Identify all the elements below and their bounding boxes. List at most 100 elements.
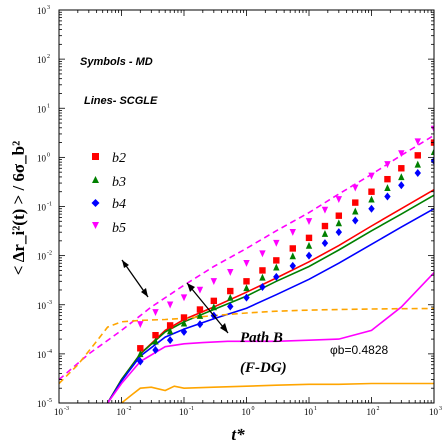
md-point-b2 <box>384 175 391 183</box>
md-point-b4 <box>321 239 329 248</box>
md-point-b4 <box>335 228 343 237</box>
md-point-b5 <box>259 250 266 258</box>
annotation-lines: Lines- SCGLE <box>84 95 158 107</box>
md-point-b2 <box>196 306 204 313</box>
md-point-b3 <box>321 229 329 237</box>
md-point-b2 <box>166 322 174 329</box>
y-tick-label-exponent: 3 <box>47 5 50 11</box>
y-tick-label-exponent: -5 <box>47 398 52 404</box>
x-tick-label: 10 <box>304 407 314 417</box>
md-point-b2 <box>259 267 266 274</box>
md-point-b2 <box>414 152 421 159</box>
md-point-b4 <box>227 302 234 311</box>
legend-label-b4: b4 <box>112 197 126 212</box>
md-point-b4 <box>414 169 421 178</box>
md-point-b3 <box>243 284 250 292</box>
y-axis-title: < Δr_i²(t) > / 6σ_b² <box>9 141 28 275</box>
y-tick-label: 10 <box>37 104 47 114</box>
md-point-b4 <box>243 293 250 302</box>
x-tick-label: 10 <box>179 407 189 417</box>
md-point-b5 <box>180 294 188 302</box>
x-tick-label-exponent: -1 <box>189 406 194 412</box>
annotation-phi: φb=0.4828 <box>330 343 388 357</box>
x-tick-label-exponent: 1 <box>314 406 317 412</box>
scgle-line-b5 <box>106 272 434 403</box>
md-point-b2 <box>152 331 159 339</box>
md-point-b4 <box>368 204 375 213</box>
md-point-b3 <box>335 219 343 227</box>
md-point-b3 <box>289 252 296 260</box>
scgle-line-orange-solid <box>121 382 434 403</box>
annotation-symbols: Symbols - MD <box>80 56 153 68</box>
md-point-b3 <box>210 303 218 311</box>
legend-label-b5: b5 <box>112 221 126 236</box>
md-point-b2 <box>305 234 313 242</box>
md-point-b2 <box>227 287 234 295</box>
md-point-b4 <box>180 327 188 336</box>
md-point-b5 <box>321 206 329 214</box>
annotation-arrows <box>121 259 229 334</box>
md-point-b3 <box>305 241 313 249</box>
md-point-b3 <box>227 293 234 301</box>
md-point-b4 <box>152 345 159 354</box>
md-point-b3 <box>430 148 434 155</box>
x-tick-label: 10 <box>117 407 127 417</box>
md-point-b5 <box>398 150 405 158</box>
md-point-b5 <box>152 309 159 317</box>
md-point-b5 <box>166 301 174 309</box>
md-point-b2 <box>243 278 250 285</box>
md-point-b2 <box>180 314 188 321</box>
md-point-b5 <box>384 161 391 169</box>
legend-label-b3: b3 <box>112 175 126 190</box>
y-tick-label-exponent: -3 <box>47 300 52 306</box>
md-point-b3 <box>414 160 421 168</box>
md-point-b5 <box>352 184 359 192</box>
md-point-b3 <box>196 311 204 319</box>
arrow-head-2 <box>220 323 228 333</box>
md-point-b2 <box>368 188 375 195</box>
md-point-b2 <box>273 257 280 264</box>
axis-tick-labels: 10 -3 10 -2 10 -1 10 0 10 1 10 2 10 310 -510 -410 -310 -2… <box>37 5 442 417</box>
md-point-b3 <box>180 319 188 327</box>
md-point-b3 <box>352 207 359 215</box>
md-point-b3 <box>384 184 391 192</box>
y-tick-label: 10 <box>37 6 47 16</box>
y-tick-label-exponent: -2 <box>47 251 52 257</box>
y-tick-label: 10 <box>37 301 47 311</box>
md-point-b5 <box>196 286 204 294</box>
legend: b2 b3 b4 b5 <box>91 151 126 236</box>
x-tick-label-exponent: 2 <box>377 406 380 412</box>
md-point-b2 <box>210 297 218 305</box>
md-point-b5 <box>335 196 343 204</box>
md-point-b5 <box>414 138 421 146</box>
x-tick-label-exponent: 3 <box>439 406 442 412</box>
md-point-b3 <box>259 273 266 281</box>
md-point-b5 <box>210 278 218 286</box>
md-point-b5 <box>368 172 375 180</box>
y-tick-label-exponent: 2 <box>47 54 50 60</box>
y-tick-label-exponent: 1 <box>47 103 50 109</box>
axis-ticks <box>58 9 435 404</box>
arrow-head-2b <box>187 283 195 292</box>
md-point-b2 <box>137 345 144 352</box>
legend-marker-b5 <box>92 222 99 229</box>
legend-marker-b4 <box>91 199 100 207</box>
arrow-head-1b <box>122 260 129 268</box>
md-point-b2 <box>289 245 296 252</box>
md-point-b5 <box>137 321 144 328</box>
md-point-b3 <box>137 350 144 358</box>
y-tick-label: 10 <box>37 399 47 409</box>
md-point-b4 <box>273 272 280 281</box>
x-tick-label: 10 <box>242 407 252 417</box>
md-point-b5 <box>273 239 280 247</box>
md-point-b3 <box>273 263 280 271</box>
md-point-b4 <box>289 261 296 270</box>
scgle-line-orange-dashed <box>59 307 434 385</box>
md-point-b4 <box>196 320 204 329</box>
y-tick-label-exponent: -1 <box>47 202 52 208</box>
md-point-b4 <box>166 336 174 345</box>
md-point-b5 <box>243 260 250 267</box>
md-point-b5 <box>305 218 313 225</box>
md-point-b5 <box>227 268 234 276</box>
